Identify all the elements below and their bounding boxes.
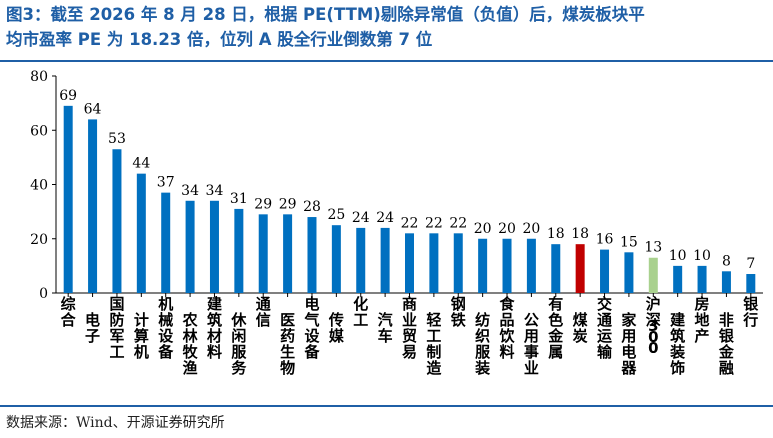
data-label: 34 (206, 183, 224, 199)
data-label: 34 (181, 183, 199, 199)
category-label: 计算机 (134, 311, 149, 361)
y-tick-label: 20 (30, 232, 48, 248)
bar (380, 227, 390, 293)
data-label: 37 (157, 175, 175, 191)
bar (283, 214, 293, 293)
y-tick-label: 60 (30, 123, 48, 139)
category-label: 钢铁 (451, 295, 466, 329)
bar (356, 227, 366, 293)
bar-chart: 0 20 40 60 80 69 综合 64 电子 53 国防军工 44 计算机 37 机械设备 34 农林牧渔… (30, 69, 763, 377)
category-label: 轻工制造 (426, 311, 441, 377)
bar (307, 217, 317, 293)
category-label: 建筑装饰 (669, 311, 686, 377)
bar (234, 208, 244, 293)
bar (697, 265, 707, 293)
category-label: 银行 (742, 295, 759, 329)
data-label: 28 (303, 199, 321, 215)
data-label: 13 (644, 240, 662, 256)
category-label: 公用事业 (524, 311, 539, 377)
category-label: 沪深3 0 0 (646, 295, 661, 357)
category-label: 食品饮料 (499, 295, 516, 361)
data-label: 15 (620, 234, 638, 250)
data-label: 20 (522, 221, 540, 237)
bar (185, 200, 195, 293)
category-label: 机械设备 (157, 295, 174, 361)
data-label: 20 (474, 221, 492, 237)
bar (624, 252, 634, 293)
bar (209, 200, 219, 293)
category-label: 通信 (256, 295, 271, 329)
category-label: 纺织服装 (474, 311, 491, 377)
bar (161, 192, 171, 293)
data-label: 22 (449, 215, 467, 231)
category-label: 商业贸易 (402, 295, 417, 361)
data-label: 64 (84, 101, 102, 117)
data-label: 53 (108, 131, 126, 147)
bar (258, 214, 268, 293)
source-divider (0, 405, 773, 407)
data-label: 29 (279, 196, 297, 212)
category-label: 电气设备 (303, 295, 320, 361)
data-label: 18 (571, 226, 589, 242)
category-label: 房地产 (695, 295, 710, 345)
chart-title-line-1: 图3：截至 2026 年 8 月 28 日，根据 PE(TTM)剔除异常值（负值… (6, 5, 645, 24)
data-label: 20 (498, 221, 516, 237)
data-label: 22 (401, 215, 419, 231)
bar (112, 149, 122, 293)
data-label: 22 (425, 215, 443, 231)
bar (429, 233, 439, 293)
data-label: 10 (693, 248, 711, 264)
category-label: 家用电器 (620, 311, 637, 377)
category-label: 综合 (60, 295, 77, 329)
bar (575, 244, 585, 293)
data-label: 31 (230, 191, 248, 207)
data-label: 10 (669, 248, 687, 264)
bar (673, 265, 683, 293)
data-label: 24 (352, 210, 370, 226)
y-tick-label: 80 (30, 69, 48, 85)
y-tick-label: 0 (39, 286, 48, 302)
data-label: 8 (722, 253, 731, 269)
bar (551, 244, 561, 293)
bar (526, 238, 536, 293)
source-note: 数据来源：Wind、开源证券研究所 (6, 415, 225, 431)
bar (478, 238, 488, 293)
category-label: 传媒 (328, 311, 345, 345)
category-label: 非银金融 (718, 311, 735, 377)
data-label: 69 (59, 88, 77, 104)
title-divider (0, 60, 773, 62)
category-label: 休闲服务 (230, 311, 247, 377)
data-label: 29 (254, 196, 272, 212)
category-label: 电子 (85, 311, 100, 345)
bar (502, 238, 512, 293)
bar (331, 225, 341, 293)
bar (405, 233, 414, 293)
data-label: 25 (327, 207, 345, 223)
category-label: 农林牧渔 (182, 311, 199, 377)
data-label: 44 (132, 156, 150, 172)
data-label: 18 (547, 226, 565, 242)
category-label: 汽车 (378, 311, 393, 345)
chart-title: 图3：截至 2026 年 8 月 28 日，根据 PE(TTM)剔除异常值（负值… (6, 2, 768, 52)
category-label: 化工 (353, 295, 368, 329)
bar (136, 173, 146, 293)
data-label: 16 (596, 232, 614, 248)
bar (63, 105, 73, 294)
bar (721, 271, 731, 293)
category-label: 医药生物 (280, 311, 295, 377)
category-label: 建筑材料 (206, 295, 223, 361)
category-label: 煤炭 (573, 311, 588, 345)
bar (453, 233, 463, 293)
category-label: 有色金属 (547, 295, 564, 361)
bar (88, 119, 98, 294)
data-label: 24 (376, 210, 394, 226)
category-label: 交通运输 (597, 295, 613, 361)
bar (600, 249, 610, 293)
chart-title-line-2: 均市盈率 PE 为 18.23 倍，位列 A 股全行业倒数第 7 位 (6, 30, 433, 49)
category-label: 国防军工 (109, 295, 124, 361)
bar (746, 274, 756, 293)
bar (648, 257, 658, 293)
data-label: 7 (746, 256, 755, 272)
y-tick-label: 40 (30, 178, 48, 194)
